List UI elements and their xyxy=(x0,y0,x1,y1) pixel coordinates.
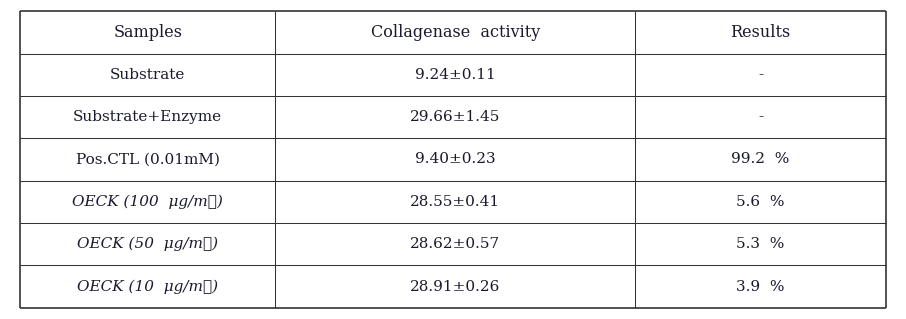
Text: -: - xyxy=(758,110,763,124)
Text: Results: Results xyxy=(730,24,791,41)
Text: Substrate: Substrate xyxy=(110,68,186,82)
Text: 5.6  %: 5.6 % xyxy=(737,195,785,209)
Text: 28.55±0.41: 28.55±0.41 xyxy=(410,195,500,209)
Text: OECK (10  μg/mℓ): OECK (10 μg/mℓ) xyxy=(77,279,218,294)
Text: 99.2  %: 99.2 % xyxy=(731,152,790,167)
Text: -: - xyxy=(758,68,763,82)
Text: Samples: Samples xyxy=(113,24,182,41)
Text: 9.24±0.11: 9.24±0.11 xyxy=(415,68,496,82)
Text: 3.9  %: 3.9 % xyxy=(737,280,785,294)
Text: 29.66±1.45: 29.66±1.45 xyxy=(410,110,500,124)
Text: Pos.CTL (0.01mM): Pos.CTL (0.01mM) xyxy=(76,152,219,167)
Text: Collagenase  activity: Collagenase activity xyxy=(371,24,540,41)
Text: 28.91±0.26: 28.91±0.26 xyxy=(410,280,500,294)
Text: 5.3  %: 5.3 % xyxy=(737,237,785,251)
Text: OECK (100  μg/mℓ): OECK (100 μg/mℓ) xyxy=(72,195,223,209)
Text: 28.62±0.57: 28.62±0.57 xyxy=(410,237,500,251)
Text: 9.40±0.23: 9.40±0.23 xyxy=(415,152,496,167)
Text: Substrate+Enzyme: Substrate+Enzyme xyxy=(73,110,222,124)
Text: OECK (50  μg/mℓ): OECK (50 μg/mℓ) xyxy=(77,237,218,251)
